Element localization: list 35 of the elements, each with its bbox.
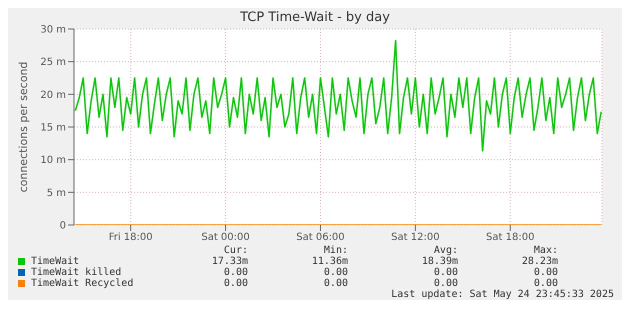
y-tick-label: 5 m xyxy=(46,188,66,199)
text: 28.23m xyxy=(520,256,558,267)
y-tick-label: 15 m xyxy=(40,122,66,134)
text: Min: xyxy=(322,245,348,256)
x-tick-label: Sat 18:00 xyxy=(486,232,534,244)
text: 18.39m xyxy=(420,256,458,267)
y-tick-label: 10 m xyxy=(40,155,66,166)
text: 0.00 xyxy=(322,278,348,289)
text: 0.00 xyxy=(322,267,348,278)
x-tick-label: Sat 06:00 xyxy=(296,232,345,244)
y-tick-label: 0 xyxy=(60,220,66,232)
text: 0.00 xyxy=(432,278,458,289)
x-tick-label: Sat 12:00 xyxy=(391,232,440,244)
text: 0.00 xyxy=(532,278,558,289)
legend-label: TimeWait killed xyxy=(30,267,122,278)
x-tick-label: Sat 00:00 xyxy=(201,232,250,244)
line-series xyxy=(74,40,602,152)
chart-title: TCP Time-Wait - by day xyxy=(239,9,391,25)
text: 0.00 xyxy=(222,278,248,289)
text: 0.00 xyxy=(222,267,248,278)
y-tick-label: 20 m xyxy=(40,90,66,101)
y-axis-title: connections per second xyxy=(16,62,30,192)
text: Max: xyxy=(532,245,558,256)
text: 17.33m xyxy=(210,256,248,267)
text: 11.36m xyxy=(310,256,348,267)
y-tick-label: 25 m xyxy=(40,57,66,68)
y-tick-label: 30 m xyxy=(40,24,66,36)
text: 0.00 xyxy=(532,267,558,278)
legend-label: TimeWait xyxy=(30,256,80,267)
text: Avg: xyxy=(432,245,458,256)
legend-label: TimeWait Recycled xyxy=(30,278,134,289)
text: 0.00 xyxy=(432,267,458,278)
text: Cur: xyxy=(222,245,248,256)
x-tick-label: Fri 18:00 xyxy=(108,232,153,244)
text: Last update: Sat May 24 23:45:33 2025 xyxy=(390,289,615,300)
